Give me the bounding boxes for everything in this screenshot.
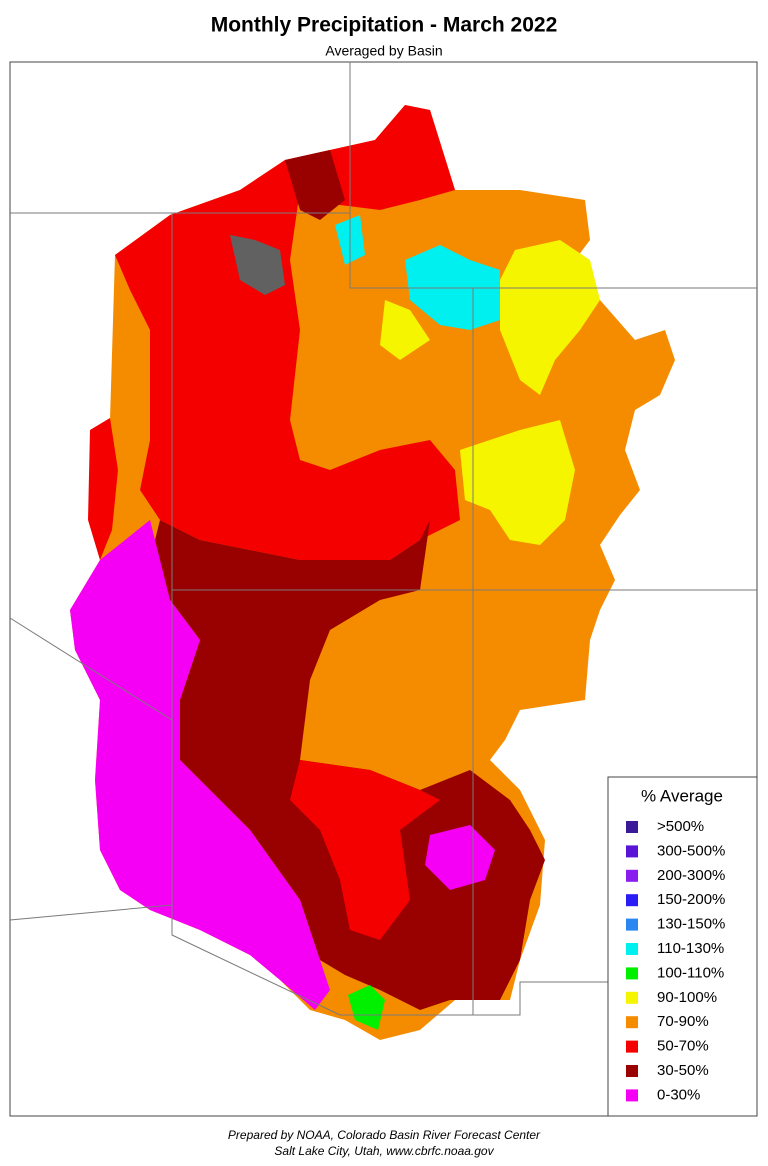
legend-items: >500% 300-500% 200-300% 150-200% 130-150% 110… [626, 818, 725, 1103]
map [9, 62, 757, 1040]
title: Monthly Precipitation - March 2022 [211, 14, 558, 37]
state-line [349, 213, 757, 289]
magenta-patch [425, 825, 495, 890]
legend-label: 130-150% [657, 916, 725, 933]
legend-label: >500% [657, 818, 704, 835]
state-line [9, 617, 173, 721]
legend-swatch [626, 1065, 638, 1077]
legend-label: 300-500% [657, 842, 725, 859]
legend-label: 70-90% [657, 1013, 709, 1030]
legend-swatch [626, 1016, 638, 1029]
legend-swatch [626, 821, 638, 833]
legend-label: 30-50% [657, 1062, 709, 1079]
green-patch [348, 985, 385, 1030]
legend-swatch [626, 943, 638, 955]
southwest-magenta [70, 520, 330, 1010]
legend-swatch [626, 991, 638, 1004]
legend-swatch [626, 894, 638, 907]
east-yellow [460, 420, 575, 545]
gray-lake [230, 235, 285, 295]
central-darkred [150, 520, 545, 1010]
legend-swatch [626, 869, 638, 882]
legend-swatch [626, 1089, 638, 1102]
south-red [290, 760, 440, 940]
legend-label: 50-70% [657, 1038, 709, 1055]
legend-label: 150-200% [657, 891, 725, 908]
subtitle: Averaged by Basin [325, 43, 442, 59]
state-line [9, 904, 608, 1016]
legend-label: 100-110% [657, 964, 724, 981]
west-red-strip [88, 418, 118, 560]
west-red [115, 160, 460, 560]
footer: Salt Lake City, Utah, www.cbrfc.noaa.gov [274, 1144, 494, 1158]
footer: Prepared by NOAA, Colorado Basin River F… [228, 1128, 541, 1142]
northeast-yellow [500, 240, 600, 395]
legend-title: % Average [641, 786, 723, 805]
legend-label: 0-30% [657, 1086, 700, 1103]
legend-swatch [626, 918, 638, 931]
legend-swatch [626, 845, 638, 858]
legend-swatch [626, 967, 638, 980]
yellow-patch [380, 300, 430, 360]
legend-label: 90-100% [657, 989, 717, 1006]
legend-label: 110-130% [657, 940, 724, 957]
legend-swatch [626, 1040, 638, 1053]
legend-label: 200-300% [657, 867, 725, 884]
north-darkred [285, 150, 345, 220]
